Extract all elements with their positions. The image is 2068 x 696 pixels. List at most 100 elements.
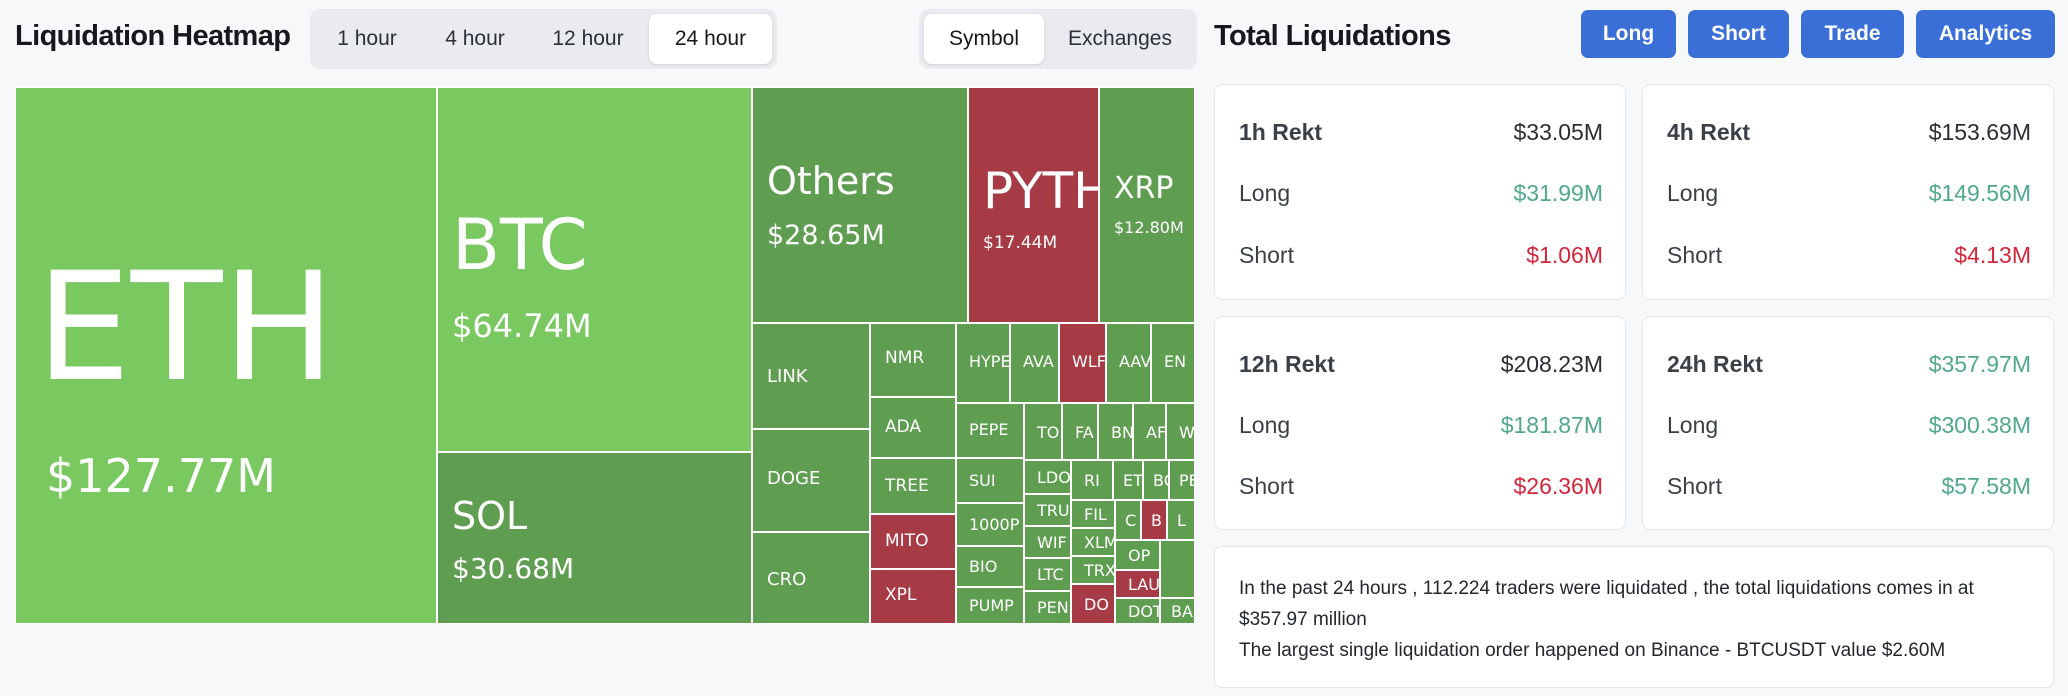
- long-button[interactable]: Long: [1581, 10, 1676, 58]
- tile-symbol: W: [1179, 423, 1195, 442]
- treemap-tile-ada[interactable]: ADA: [870, 397, 956, 458]
- treemap-tile-b[interactable]: B: [1141, 500, 1167, 540]
- tile-symbol: DOGE: [767, 468, 821, 489]
- treemap-tile-en[interactable]: EN: [1151, 323, 1195, 403]
- tile-value: $17.44M: [983, 233, 1058, 253]
- trade-button[interactable]: Trade: [1801, 10, 1904, 58]
- treemap-tile-to[interactable]: TO: [1024, 403, 1062, 460]
- treemap-tile-aav[interactable]: AAV: [1106, 323, 1151, 403]
- treemap-tile-pump[interactable]: PUMP: [956, 587, 1024, 624]
- long-value: $181.87M: [1500, 412, 1603, 438]
- treemap-tile-wlf[interactable]: WLF: [1059, 323, 1106, 403]
- tab-symbol[interactable]: Symbol: [924, 14, 1044, 64]
- tile-symbol: Others: [767, 159, 895, 203]
- treemap-tile-bio[interactable]: BIO: [956, 546, 1024, 587]
- treemap-tile-sol[interactable]: SOL $30.68M: [437, 452, 752, 624]
- treemap-tile-ba[interactable]: BA: [1160, 598, 1195, 624]
- treemap-tile-1000p[interactable]: 1000P: [956, 503, 1024, 546]
- stat-card-1h: 1h Rekt $33.05M Long $31.99M Short $1.06…: [1214, 84, 1626, 300]
- treemap-tile-fil[interactable]: FIL: [1071, 500, 1115, 528]
- analytics-button[interactable]: Analytics: [1916, 10, 2055, 58]
- long-label: Long: [1239, 412, 1291, 438]
- tile-symbol: LINK: [767, 366, 808, 387]
- short-button[interactable]: Short: [1688, 10, 1789, 58]
- long-label: Long: [1667, 412, 1719, 438]
- tile-symbol: XPL: [885, 585, 917, 605]
- tile-value: $12.80M: [1114, 218, 1184, 237]
- tile-symbol: LDO: [1037, 468, 1071, 487]
- stat-card-title: 12h Rekt: [1239, 351, 1335, 377]
- tile-symbol: PUMP: [969, 596, 1014, 615]
- tile-symbol: DO: [1084, 595, 1109, 614]
- treemap-tile-ava[interactable]: AVA: [1010, 323, 1059, 403]
- treemap-tile-nmr[interactable]: NMR: [870, 323, 956, 397]
- treemap-tile-wif[interactable]: WIF: [1024, 526, 1071, 558]
- tile-symbol: PEPE: [969, 420, 1009, 439]
- tile-symbol: EN: [1164, 352, 1187, 371]
- tile-symbol: PYTH: [983, 162, 1099, 220]
- tile-symbol: B: [1151, 511, 1162, 530]
- treemap-tile-link[interactable]: LINK: [752, 323, 870, 429]
- treemap-tile-others[interactable]: Others $28.65M: [752, 87, 968, 323]
- time-range-selector: 1 hour 4 hour 12 hour 24 hour: [310, 9, 777, 69]
- treemap-tile-xrp[interactable]: XRP $12.80M: [1099, 87, 1195, 323]
- treemap-tile-bn[interactable]: BN: [1098, 403, 1133, 460]
- treemap-tile-ldo[interactable]: LDO: [1024, 460, 1071, 494]
- treemap-tile-do[interactable]: DO: [1071, 584, 1115, 624]
- treemap-tile-sui[interactable]: SUI: [956, 458, 1024, 503]
- tile-symbol: AAV: [1119, 352, 1151, 371]
- treemap-tile-af[interactable]: AF: [1133, 403, 1166, 460]
- short-label: Short: [1667, 242, 1722, 268]
- treemap-tile-pe[interactable]: PE: [1169, 460, 1195, 500]
- treemap-tile-misc[interactable]: [1160, 540, 1195, 598]
- treemap-tile-pyth[interactable]: PYTH $17.44M: [968, 87, 1099, 323]
- tile-symbol: TO: [1037, 423, 1060, 442]
- stat-card-total: $208.23M: [1500, 351, 1603, 377]
- treemap-tile-hype[interactable]: HYPE: [956, 323, 1010, 403]
- treemap-tile-bc[interactable]: BC: [1143, 460, 1169, 500]
- long-value: $31.99M: [1513, 180, 1603, 206]
- short-value: $4.13M: [1954, 242, 2031, 268]
- stat-card-title: 24h Rekt: [1667, 351, 1763, 377]
- tile-symbol: PE: [1179, 471, 1194, 490]
- short-value: $57.58M: [1941, 473, 2031, 499]
- tab-24-hour[interactable]: 24 hour: [649, 14, 772, 64]
- treemap-tile-doge[interactable]: DOGE: [752, 429, 870, 532]
- tab-1-hour[interactable]: 1 hour: [337, 27, 397, 50]
- tile-symbol: SOL: [452, 494, 528, 538]
- treemap-tile-tru[interactable]: TRU: [1024, 494, 1071, 526]
- treemap-tile-pen[interactable]: PEN: [1024, 591, 1071, 624]
- treemap-tile-eth[interactable]: ETH $127.77M: [15, 87, 437, 624]
- short-label: Short: [1667, 473, 1722, 499]
- treemap-tile-trx[interactable]: TRX: [1071, 556, 1115, 584]
- short-value: $26.36M: [1513, 473, 1603, 499]
- treemap-tile-mito[interactable]: MITO: [870, 514, 956, 569]
- treemap-tile-lau[interactable]: LAU: [1115, 570, 1160, 598]
- treemap-tile-xpl[interactable]: XPL: [870, 569, 956, 624]
- treemap-tile-c[interactable]: C: [1115, 500, 1141, 540]
- treemap-tile-et[interactable]: ET: [1113, 460, 1143, 500]
- treemap-tile-op[interactable]: OP: [1115, 540, 1160, 570]
- treemap-tile-ri[interactable]: RI: [1071, 460, 1113, 500]
- tab-12-hour[interactable]: 12 hour: [552, 27, 624, 50]
- tab-exchanges[interactable]: Exchanges: [1068, 27, 1172, 50]
- stat-card-total: $33.05M: [1513, 119, 1603, 145]
- treemap-tile-btc[interactable]: BTC $64.74M: [437, 87, 752, 452]
- tab-4-hour[interactable]: 4 hour: [445, 27, 505, 50]
- tile-symbol: WIF: [1037, 533, 1067, 552]
- treemap-tile-cro[interactable]: CRO: [752, 532, 870, 624]
- treemap-tile-tree[interactable]: TREE: [870, 458, 956, 514]
- tile-symbol: CRO: [767, 569, 807, 590]
- tile-symbol: TRU: [1037, 501, 1070, 520]
- tile-symbol: MITO: [885, 531, 929, 551]
- treemap-tile-ltc[interactable]: LTC: [1024, 558, 1071, 591]
- tile-symbol: SUI: [969, 471, 996, 490]
- treemap-tile-pepe[interactable]: PEPE: [956, 403, 1024, 458]
- treemap-tile-dot[interactable]: DOT: [1115, 598, 1160, 624]
- treemap-tile-fa[interactable]: FA: [1062, 403, 1098, 460]
- short-label: Short: [1239, 242, 1294, 268]
- treemap-tile-l[interactable]: L: [1167, 500, 1195, 540]
- treemap-tile-xlm[interactable]: XLM: [1071, 528, 1115, 556]
- tile-symbol: FA: [1075, 423, 1094, 442]
- treemap-tile-w[interactable]: W: [1166, 403, 1195, 460]
